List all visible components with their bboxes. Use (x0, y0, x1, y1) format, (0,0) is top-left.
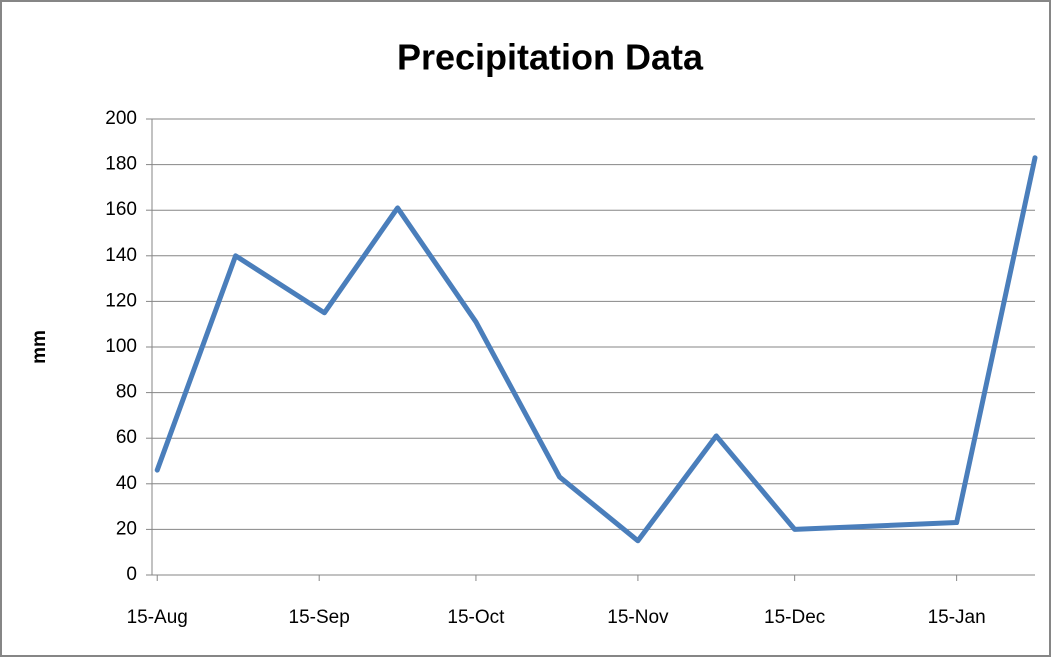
x-tick-label: 15-Aug (127, 607, 188, 628)
x-tick-label: 15-Dec (764, 607, 825, 628)
y-tick-label: 120 (105, 290, 137, 311)
x-tick-label: 15-Sep (289, 607, 350, 628)
chart-title: Precipitation Data (397, 37, 704, 78)
y-tick-label: 100 (105, 336, 137, 357)
y-tick-label: 0 (126, 564, 137, 585)
y-tick-label: 20 (116, 518, 137, 539)
x-tick-label: 15-Jan (928, 607, 986, 628)
y-tick-label: 40 (116, 473, 137, 494)
data-line (154, 155, 1038, 544)
y-tick-label: 80 (116, 382, 137, 403)
x-tick-label: 15-Oct (447, 607, 505, 628)
y-tick-label: 200 (105, 108, 137, 129)
y-tick-label: 160 (105, 199, 137, 220)
y-axis-label: mm (29, 330, 50, 364)
y-tick-label: 60 (116, 427, 137, 448)
x-tick-label: 15-Nov (607, 607, 669, 628)
y-tick-label: 140 (105, 245, 137, 266)
y-tick-label: 180 (105, 154, 137, 175)
